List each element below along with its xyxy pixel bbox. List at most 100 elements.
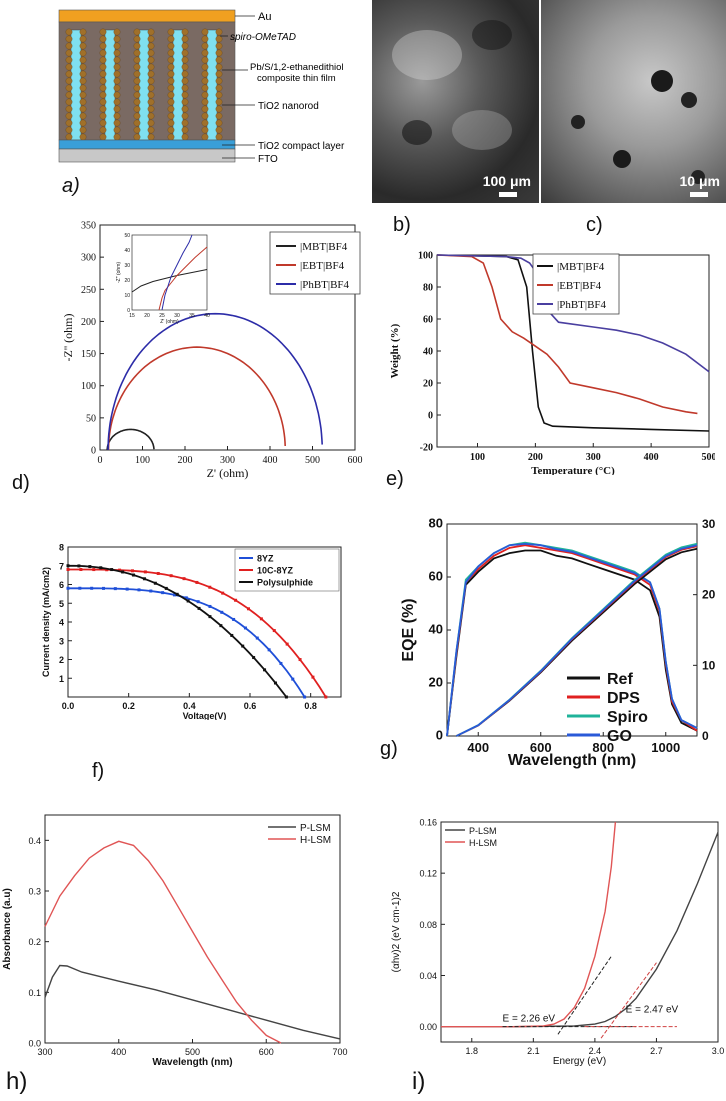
quantum-dot <box>65 98 73 106</box>
scale-bar-c: 10 μm <box>679 173 720 189</box>
quantum-dot <box>99 98 107 106</box>
quantum-dot <box>99 126 107 134</box>
y-tick-label: -20 <box>420 443 433 454</box>
y-tick-label: 0.08 <box>419 920 437 930</box>
integrated-DPS <box>456 545 698 737</box>
panel-label-d: d) <box>12 472 30 494</box>
x-tick-label: 2.7 <box>650 1046 663 1056</box>
x-axis-label: Temperature (°C) <box>531 465 615 475</box>
data-marker <box>66 586 70 590</box>
quantum-dot <box>99 42 107 50</box>
panel-label-a: a) <box>62 175 80 197</box>
x-tick-label: 0.8 <box>304 701 317 711</box>
inset-x-tick: 30 <box>174 313 180 319</box>
quantum-dot <box>65 28 73 36</box>
quantum-dot <box>147 49 155 57</box>
x-tick-label: 400 <box>111 1047 126 1057</box>
y-tick-label: 150 <box>81 349 96 360</box>
data-marker <box>90 586 94 590</box>
data-marker <box>78 586 82 590</box>
quantum-dot <box>181 84 189 92</box>
label-composite-2: composite thin film <box>257 73 336 84</box>
quantum-dot <box>215 35 223 43</box>
label-compact: TiO2 compact layer <box>258 141 345 152</box>
quantum-dot <box>133 91 141 99</box>
data-marker <box>169 574 173 578</box>
y-tick-label: 60 <box>423 315 433 326</box>
y-tick-label: 0.1 <box>28 988 41 998</box>
integrated-Spiro <box>455 542 698 737</box>
quantum-dot <box>113 98 121 106</box>
y-tick-label: 0.0 <box>28 1039 41 1049</box>
nanorod <box>70 29 82 141</box>
series-|PhBT|BF4 <box>107 312 323 451</box>
data-marker <box>246 607 250 611</box>
data-marker <box>285 642 289 646</box>
quantum-dot <box>201 77 209 85</box>
quantum-dot <box>113 70 121 78</box>
quantum-dot <box>99 91 107 99</box>
quantum-dot <box>167 70 175 78</box>
series-GO <box>446 542 698 737</box>
chart-eqe: 400 600 800 10000204060800102030RefDPSSpiro… <box>400 516 716 770</box>
data-marker <box>232 617 236 621</box>
quantum-dot <box>215 77 223 85</box>
x-axis-label: Energy (eV) <box>553 1056 606 1067</box>
quantum-dot <box>201 112 209 120</box>
y-tick-label: 40 <box>429 622 443 637</box>
quantum-dot <box>133 70 141 78</box>
quantum-dot <box>99 56 107 64</box>
y-tick-label: 0.00 <box>419 1022 437 1032</box>
quantum-dot <box>133 28 141 36</box>
quantum-dot <box>147 133 155 141</box>
data-marker <box>272 629 276 633</box>
quantum-dot <box>133 63 141 71</box>
data-marker <box>79 568 83 572</box>
x-axis-label: Voltage(V) <box>183 711 227 720</box>
quantum-dot <box>79 84 87 92</box>
quantum-dot <box>147 28 155 36</box>
x-tick-label: 100 <box>470 452 485 463</box>
quantum-dot <box>181 126 189 134</box>
quantum-dot <box>79 42 87 50</box>
quantum-dot <box>65 49 73 57</box>
series-P-LSM <box>441 831 719 1028</box>
panel-label-h: h) <box>6 1068 28 1095</box>
legend-label: DPS <box>607 690 640 707</box>
quantum-dot <box>133 56 141 64</box>
label-fto: FTO <box>258 154 278 165</box>
quantum-dot <box>181 119 189 127</box>
x-tick-label: 0 <box>98 455 103 466</box>
inset-series <box>158 246 208 311</box>
x-axis-label: Wavelength (nm) <box>508 752 636 769</box>
quantum-dot <box>215 119 223 127</box>
quantum-dot <box>215 91 223 99</box>
series-8YZ <box>68 587 306 698</box>
quantum-dot <box>99 77 107 85</box>
panel-label-f: f) <box>92 760 105 782</box>
data-marker <box>324 695 328 699</box>
legend-label: H-LSM <box>300 835 331 846</box>
quantum-dot <box>201 126 209 134</box>
x-tick-label: 800 <box>592 740 614 755</box>
tangent-line-2 <box>600 962 657 1039</box>
nanorod <box>104 29 116 141</box>
panel-label-c: c) <box>586 214 603 236</box>
quantum-dot <box>147 112 155 120</box>
quantum-dot <box>201 35 209 43</box>
quantum-dot <box>201 49 209 57</box>
quantum-dot <box>215 49 223 57</box>
series-|PhBT|BF4 <box>436 254 710 373</box>
legend: P-LSM H-LSM <box>445 826 497 848</box>
data-marker <box>279 661 283 665</box>
data-marker <box>132 573 136 577</box>
legend: 8YZ 10C-8YZ Polysulphide <box>234 548 340 592</box>
quantum-dot <box>201 84 209 92</box>
quantum-dot <box>147 63 155 71</box>
nanorod <box>172 29 184 141</box>
data-marker <box>113 587 117 591</box>
x-tick-label: 2.1 <box>527 1046 540 1056</box>
quantum-dot <box>99 63 107 71</box>
quantum-dot <box>133 112 141 120</box>
legend-label: P-LSM <box>300 823 331 834</box>
